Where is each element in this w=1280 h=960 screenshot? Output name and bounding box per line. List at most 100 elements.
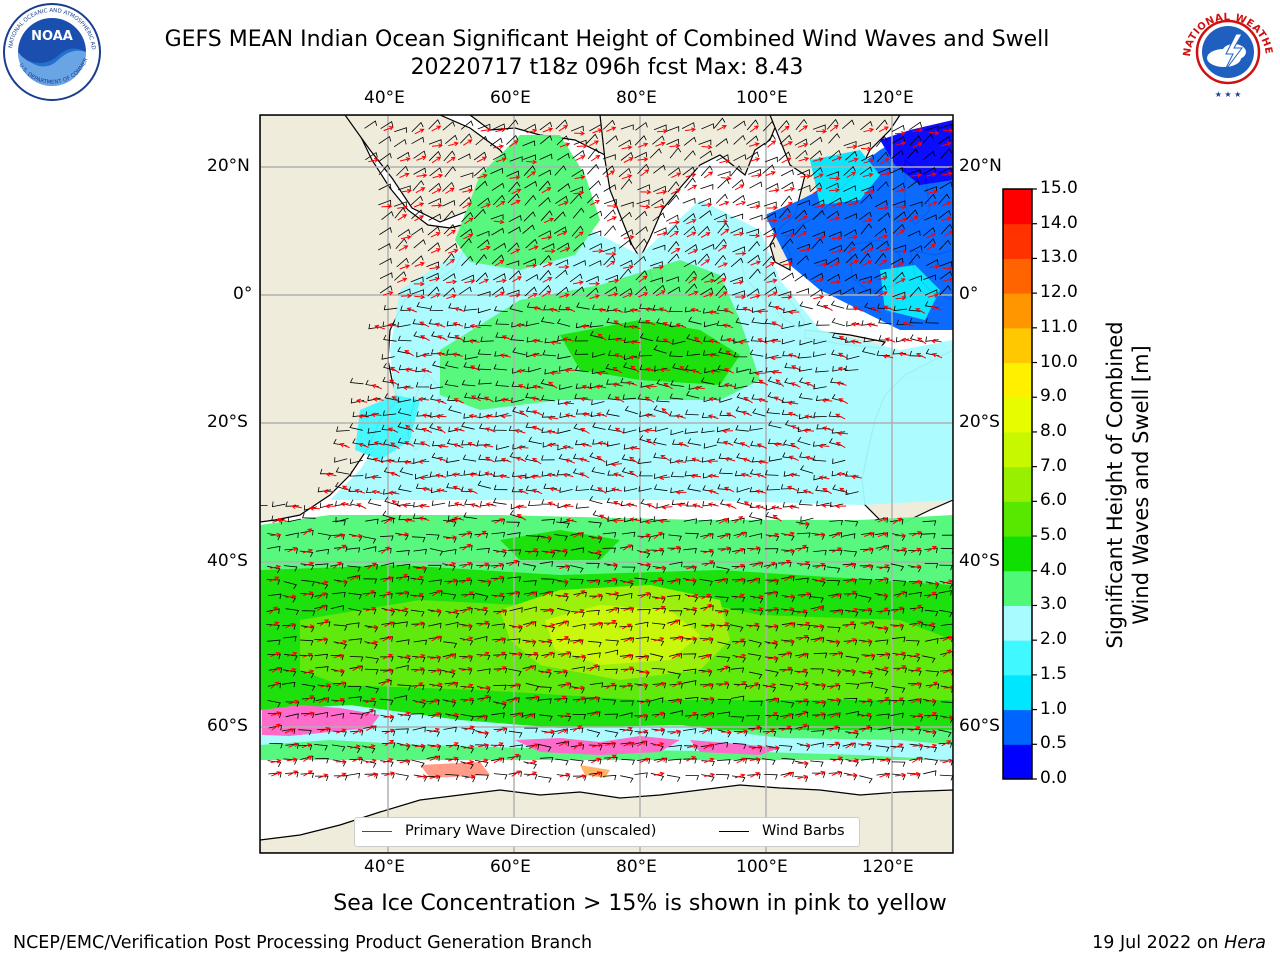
wave-direction-arrow <box>723 486 735 493</box>
wave-direction-arrow <box>383 714 395 720</box>
wave-direction-arrow <box>430 655 441 660</box>
wind-wave-vectors <box>260 117 953 784</box>
wind-barb <box>538 284 551 295</box>
wind-barb <box>459 184 472 191</box>
wind-barb <box>653 345 667 354</box>
wind-barb <box>442 592 457 600</box>
wave-direction-arrow <box>565 306 576 313</box>
wave-direction-arrow <box>354 488 366 494</box>
wave-direction-arrow <box>495 157 507 163</box>
wave-direction-arrow <box>813 605 824 612</box>
wind-barb <box>731 775 746 783</box>
wind-barb <box>688 316 702 325</box>
colorbar-tick-label: 12.0 <box>1040 282 1078 303</box>
wind-barb <box>925 683 940 690</box>
wave-direction-arrow <box>531 425 543 431</box>
wind-barb <box>732 246 746 253</box>
wind-barb <box>890 167 904 174</box>
wind-barb <box>779 258 793 264</box>
wind-barb <box>797 353 812 359</box>
wind-barb <box>810 625 825 632</box>
wave-direction-arrow <box>866 322 878 328</box>
wind-barb <box>429 305 444 311</box>
wind-barb <box>859 671 873 679</box>
wave-direction-arrow <box>845 621 855 628</box>
wind-barb <box>381 607 395 616</box>
wave-direction-arrow <box>911 579 923 585</box>
wind-barb <box>379 593 393 599</box>
wind-barb <box>892 773 906 781</box>
wind-barb <box>763 201 777 207</box>
wave-direction-arrow <box>829 176 841 181</box>
wave-direction-arrow <box>749 546 761 551</box>
wind-barb <box>603 622 618 628</box>
wave-direction-arrow <box>829 741 840 748</box>
wind-barb <box>443 210 455 222</box>
wave-direction-arrow <box>611 487 622 492</box>
wind-barb <box>554 549 568 557</box>
wind-barb <box>874 252 887 264</box>
wave-direction-arrow <box>608 591 620 596</box>
wind-barb <box>425 534 440 540</box>
wave-direction-arrow <box>525 665 536 672</box>
wind-barb <box>602 547 617 553</box>
wind-barb <box>731 579 746 585</box>
wind-barb <box>493 610 507 616</box>
wind-barb <box>778 745 793 752</box>
wave-direction-arrow <box>653 636 665 642</box>
wind-barb <box>907 230 921 237</box>
wind-barb <box>367 498 382 507</box>
wave-direction-arrow <box>494 518 505 524</box>
wind-barb <box>731 595 746 603</box>
wave-direction-arrow <box>723 440 734 446</box>
wind-barb <box>381 730 396 737</box>
wind-barb <box>302 513 316 519</box>
wind-barb <box>416 351 430 358</box>
wind-barb <box>490 744 505 751</box>
wave-direction-arrow <box>597 333 607 341</box>
wave-direction-arrow <box>530 474 542 480</box>
wind-barb <box>650 638 665 646</box>
wind-barb <box>427 226 440 236</box>
wind-barb <box>394 271 407 281</box>
wind-barb <box>811 199 825 206</box>
wave-direction-arrow <box>734 577 746 583</box>
wind-barb <box>539 153 553 160</box>
wind-barb <box>461 255 474 267</box>
wind-barb <box>623 444 638 450</box>
wave-direction-arrow <box>663 382 673 390</box>
wind-barb <box>921 133 934 145</box>
wave-direction-arrow <box>589 710 601 717</box>
colorbar-tick-label: 5.0 <box>1040 525 1068 546</box>
wind-barb <box>732 548 746 555</box>
wave-direction-arrow <box>573 280 584 285</box>
wave-direction-arrow <box>317 580 329 585</box>
wind-barb <box>397 456 412 463</box>
wind-barb <box>300 529 314 536</box>
wind-barb <box>730 165 742 177</box>
wind-barb <box>908 253 921 265</box>
wind-barb <box>699 150 713 159</box>
wind-barb <box>572 655 586 662</box>
wind-barb <box>506 170 520 177</box>
wind-barb <box>635 285 648 296</box>
wind-barb <box>461 421 475 430</box>
wind-barb <box>459 545 473 551</box>
wave-direction-arrow <box>911 531 922 537</box>
wave-direction-arrow <box>548 381 558 389</box>
wave-direction-arrow <box>580 442 592 447</box>
wind-barb <box>717 170 731 177</box>
wave-direction-arrow <box>767 624 779 629</box>
wind-barb <box>555 119 568 130</box>
wind-barb <box>701 774 715 782</box>
wave-direction-arrow <box>783 607 795 612</box>
wave-direction-arrow <box>645 384 657 390</box>
wave-direction-arrow <box>910 564 922 570</box>
wave-direction-arrow <box>531 352 543 358</box>
wave-direction-arrow <box>390 366 400 374</box>
wave-direction-arrow <box>816 128 828 134</box>
wind-barb <box>429 383 444 390</box>
wind-barb <box>683 637 697 644</box>
wind-barb <box>768 420 782 429</box>
wave-direction-arrow <box>877 291 888 297</box>
